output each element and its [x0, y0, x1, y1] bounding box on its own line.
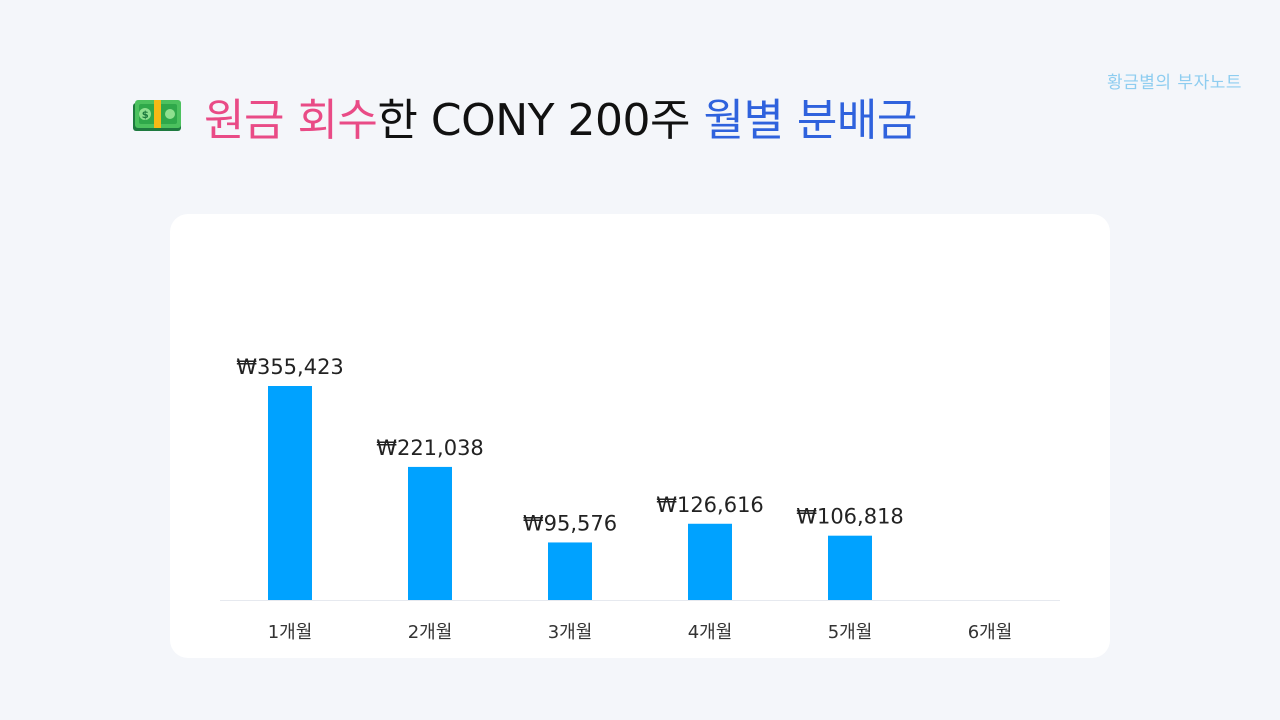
bar-2: [408, 466, 452, 600]
x-tick-label-2: 2개월: [408, 622, 453, 643]
data-label-1: ₩355,423: [236, 355, 344, 379]
title-middle: 한 CONY 200주: [377, 95, 704, 146]
x-tick-label-3: 3개월: [548, 622, 593, 643]
x-tick-label-1: 1개월: [268, 622, 313, 643]
chart-card: ₩355,423 1개월 ₩221,038 2개월 ₩95,576 3개월 ₩126,616…: [170, 214, 1110, 658]
bar-3: [548, 542, 592, 600]
money-bill-icon: $: [133, 100, 181, 131]
title-highlight-blue: 월별 분배금: [703, 95, 917, 146]
title-highlight-pink: 원금 회수: [204, 95, 378, 146]
svg-text:$: $: [142, 110, 149, 121]
watermark: 황금별의 부자노트: [1106, 73, 1242, 93]
bar-chart: ₩355,423 1개월 ₩221,038 2개월 ₩95,576 3개월 ₩126,616…: [220, 355, 1060, 643]
data-label-4: ₩126,616: [656, 493, 764, 517]
x-tick-label-5: 5개월: [828, 622, 873, 643]
data-label-3: ₩95,576: [523, 511, 617, 535]
data-label-2: ₩221,038: [376, 436, 484, 460]
bar-5: [828, 535, 872, 600]
page-title: $ 원금 회수 한 CONY 200주 월별 분배금: [132, 84, 917, 148]
x-tick-label-6: 6개월: [968, 622, 1013, 643]
data-label-5: ₩106,818: [796, 505, 904, 529]
x-tick-label-4: 4개월: [688, 622, 733, 643]
bar-1: [268, 386, 312, 600]
bar-4: [688, 523, 732, 600]
